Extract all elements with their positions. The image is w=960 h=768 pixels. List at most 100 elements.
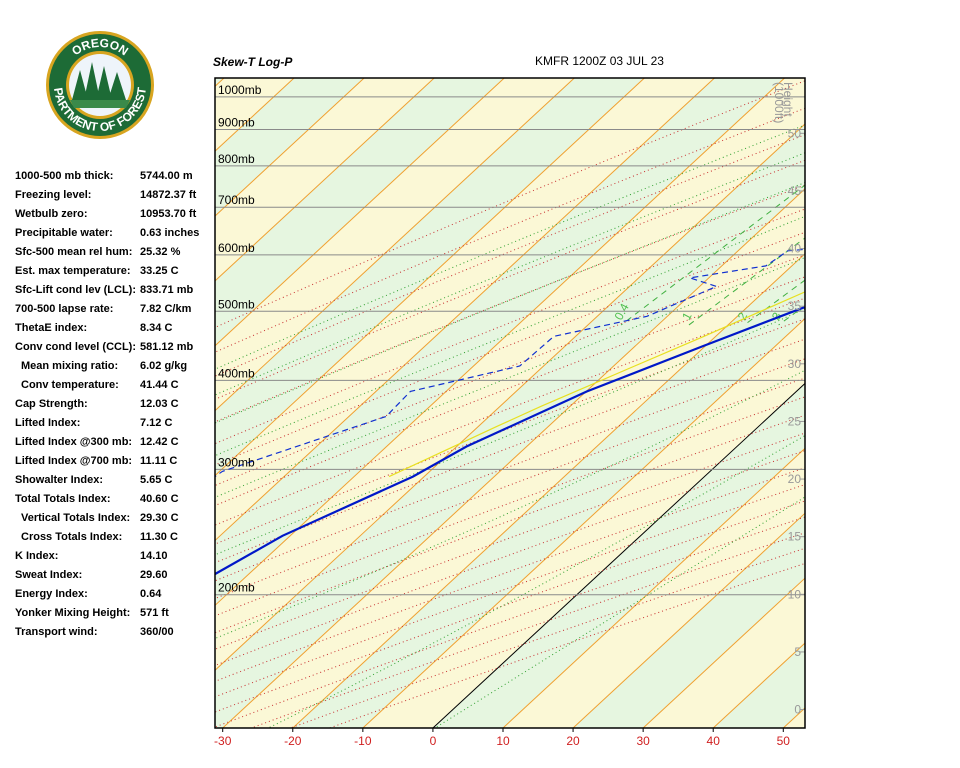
mixing-ratio-label: 5 <box>814 310 830 323</box>
stat-value: 5744.00 m <box>140 170 193 182</box>
stat-label: K Index: <box>15 550 58 562</box>
stat-value: 6.02 g/kg <box>140 360 187 372</box>
stat-value: 41.44 C <box>140 379 179 391</box>
isotherm <box>572 512 805 728</box>
stat-label: Conv cond level (CCL): <box>15 341 136 353</box>
stat-value: 0.64 <box>140 588 162 600</box>
stats-list: 1000-500 mb thick: 5744.00 m Freezing leve… <box>15 170 199 638</box>
isotherm <box>782 707 805 728</box>
stat-value: 12.03 C <box>140 398 179 410</box>
profile-line <box>215 305 805 576</box>
y-tick-label: 1000mb <box>218 83 262 97</box>
logo-trees <box>72 62 126 100</box>
dry-adiabat <box>215 276 805 507</box>
profile-line <box>388 291 805 478</box>
stat-label: Sweat Index: <box>15 569 82 581</box>
isotherm <box>432 382 805 728</box>
logo-top-text: OREGON <box>69 36 131 59</box>
isotherm <box>215 78 435 282</box>
x-tick-label: 30 <box>636 734 650 748</box>
isotherm <box>222 188 805 728</box>
stat-value: 14872.37 ft <box>140 189 197 201</box>
temperature-band <box>215 78 805 671</box>
stat-value: 11.11 C <box>140 455 177 467</box>
stat-value: 0.63 inches <box>140 227 199 239</box>
stat-value: 29.60 <box>140 569 168 581</box>
logo: OREGON DEPARTMENT OF FORESTRY <box>0 0 154 139</box>
dry-adiabat <box>215 377 805 600</box>
stat-value: 10953.70 ft <box>140 208 197 220</box>
isotherm <box>215 78 365 217</box>
chart-title: Skew-T Log-P <box>213 55 293 69</box>
dry-adiabat <box>215 483 805 698</box>
stat-label: Showalter Index: <box>15 474 103 486</box>
y2-tick-label: 40 <box>788 242 802 256</box>
dry-adiabat <box>215 432 805 650</box>
stat-value: 12.42 C <box>140 436 179 448</box>
y-tick-label: 800mb <box>218 152 255 166</box>
y2-axis-label: Height <box>781 82 795 117</box>
x-tick-label: 20 <box>566 734 580 748</box>
y-tick-label: 400mb <box>218 366 255 380</box>
y2-tick-label: 50 <box>788 126 802 140</box>
y2-tick-label: 0 <box>794 703 801 717</box>
temperature-band <box>923 78 960 728</box>
y2-tick-label: 45 <box>788 184 802 198</box>
temperature-band <box>783 707 805 728</box>
stat-label: Conv temperature: <box>21 379 119 391</box>
y-tick-label: 600mb <box>218 241 255 255</box>
logo-top-path: OREGON <box>69 36 131 59</box>
stat-value: 29.30 C <box>140 512 179 524</box>
stat-label: Freezing level: <box>15 189 91 201</box>
dry-adiabat <box>290 547 805 728</box>
x-tick-label: 40 <box>707 734 721 748</box>
y-tick-label: 500mb <box>218 297 255 311</box>
y-tick-label: 300mb <box>218 455 255 469</box>
isotherm <box>642 577 805 728</box>
stat-label: Energy Index: <box>15 588 88 600</box>
stat-label: Cross Totals Index: <box>21 531 122 543</box>
stat-value: 11.30 C <box>140 531 178 543</box>
stat-label: Est. max temperature: <box>15 265 131 277</box>
x-tick-label: -20 <box>284 734 302 748</box>
y2-axis-label: (1000ft) <box>772 82 786 123</box>
stat-value: 581.12 mb <box>140 341 193 353</box>
mixing-ratio-label: 8 <box>858 310 874 323</box>
y2-tick-label: 35 <box>788 299 802 313</box>
stat-value: 5.65 C <box>140 474 172 486</box>
y2-tick-label: 5 <box>794 645 801 659</box>
y2-tick-label: 15 <box>788 530 802 544</box>
stat-value: 14.10 <box>140 550 168 562</box>
stat-value: 7.12 C <box>140 417 172 429</box>
isotherm <box>362 317 805 728</box>
stat-value: 25.32 % <box>140 246 181 258</box>
dry-adiabat <box>215 208 805 445</box>
plot-frame <box>214 77 806 729</box>
y2-tick-label: 20 <box>788 472 802 486</box>
chart-subtitle: KMFR 1200Z 03 JUL 23 <box>535 54 664 68</box>
stat-value: 33.25 C <box>140 265 179 277</box>
isotherm <box>0 78 14 728</box>
y-tick-label: 900mb <box>218 115 255 129</box>
mixing-ratio-line <box>688 237 805 326</box>
stat-label: Wetbulb zero: <box>15 208 88 220</box>
stat-label: Yonker Mixing Height: <box>15 607 130 619</box>
logo-ground <box>70 100 130 108</box>
stat-label: Mean mixing ratio: <box>21 360 118 372</box>
isotherm <box>292 253 805 728</box>
mixing-ratio-line <box>778 304 805 326</box>
x-tick-label: 0 <box>430 734 437 748</box>
mixing-ratio-line <box>824 78 960 325</box>
y2-tick-label: 25 <box>788 414 802 428</box>
stat-label: Total Totals Index: <box>15 493 111 505</box>
stat-label: Lifted Index @700 mb: <box>15 455 132 467</box>
stat-label: 700-500 lapse rate: <box>15 303 113 315</box>
stat-label: Sfc-Lift cond lev (LCL): <box>15 284 136 296</box>
isotherm <box>215 78 575 412</box>
stat-label: Sfc-500 mean rel hum: <box>15 246 132 258</box>
stat-label: Vertical Totals Index: <box>21 512 130 524</box>
x-tick-label: -30 <box>214 734 232 748</box>
axes: 1000mb 900mb 800mb 700mb 600mb 500mb 400mb 300m… <box>214 82 805 748</box>
y2-tick-label: 10 <box>788 587 802 601</box>
